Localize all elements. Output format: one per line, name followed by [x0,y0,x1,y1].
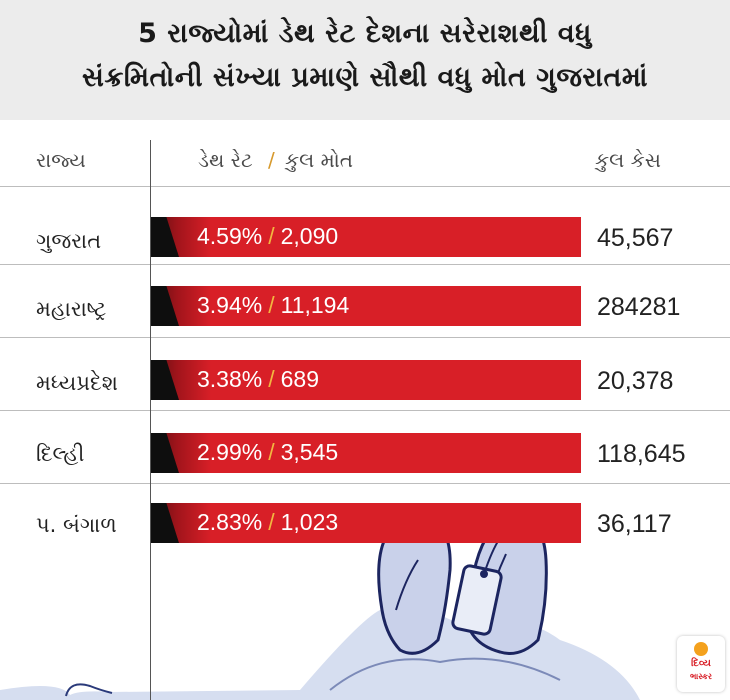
bar-value: 3.94%/11,194 [197,292,349,319]
state-label: મધ્યપ્રદેશ [36,371,118,395]
row-divider [0,337,730,338]
chart-axis-line [150,140,151,700]
death-rate-bar [151,433,581,473]
state-label: મહારાષ્ટ્ર [36,297,107,321]
separator: / [268,509,275,535]
column-header-total-deaths: કુલ મોત [285,148,353,172]
state-label: પ. બંગાળ [36,513,117,537]
title-line-1: 5 રાજ્યોમાં ડેથ રેટ દેશના સરેરાશથી વધુ [138,18,592,49]
death-rate-value: 2.83% [197,509,263,535]
death-rate-bar [151,286,581,326]
death-rate-value: 2.99% [197,439,263,465]
cases-value: 20,378 [597,367,674,395]
title-banner: 5 રાજ્યોમાં ડેથ રેટ દેશના સરેરાશથી વધુ સ… [0,0,730,120]
separator: / [268,223,275,249]
header-divider [0,186,730,187]
row-divider [0,483,730,484]
column-header-separator: / [268,148,275,172]
row-divider [0,264,730,265]
bar-value: 2.99%/3,545 [197,439,338,466]
death-rate-bar [151,503,581,543]
feet-illustration [0,513,640,700]
deaths-value: 2,090 [280,223,339,249]
death-rate-bar [151,217,581,257]
deaths-value: 1,023 [280,509,339,535]
cases-value: 36,117 [597,510,672,538]
death-rate-bar [151,360,581,400]
cases-value: 118,645 [597,440,686,468]
cases-value: 45,567 [597,224,674,252]
deaths-value: 689 [280,366,319,392]
bar-value: 4.59%/2,090 [197,223,338,250]
death-rate-value: 4.59% [197,223,263,249]
logo-text-line-2: ભાસ્કર [689,672,713,681]
separator: / [268,292,275,318]
death-rate-value: 3.94% [197,292,263,318]
state-label: ગુજરાત [36,229,102,253]
separator: / [268,439,275,465]
bar-value: 3.38%/689 [197,366,319,393]
sun-icon [694,642,708,656]
row-divider [0,410,730,411]
separator: / [268,366,275,392]
state-label: દિલ્હી [36,442,85,466]
title-line-2: સંક્રમિતોની સંખ્યા પ્રમાણે સૌથી વધુ મોત … [81,62,649,93]
death-rate-value: 3.38% [197,366,263,392]
divya-bhaskar-logo: દિવ્ય ભાસ્કર [677,636,725,692]
bar-value: 2.83%/1,023 [197,509,338,536]
column-header-total-cases: કુલ કેસ [595,148,661,172]
cases-value: 284281 [597,293,681,321]
deaths-value: 11,194 [280,292,350,318]
logo-text-line-1: દિવ્ય [691,658,711,669]
column-header-death-rate: ડેથ રેટ [198,148,253,172]
column-header-state: રાજ્ય [36,148,86,172]
deaths-value: 3,545 [280,439,339,465]
